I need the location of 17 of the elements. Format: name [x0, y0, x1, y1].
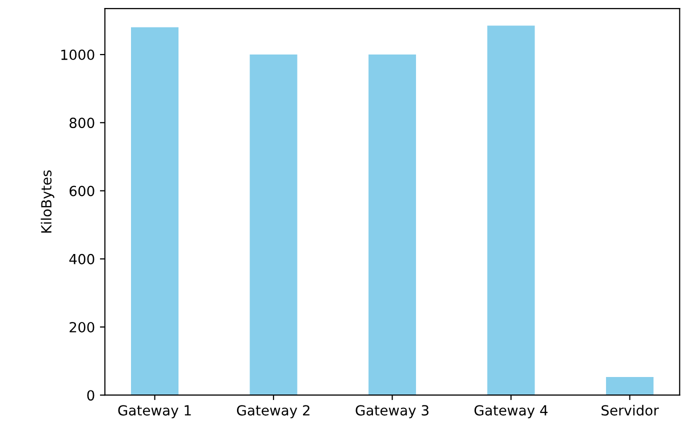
- y-tick-label: 200: [70, 322, 94, 332]
- y-tick-label: 1000: [61, 50, 94, 60]
- y-axis-title: KiloBytes: [40, 170, 54, 233]
- x-tick-label: Servidor: [602, 404, 659, 416]
- bar: [487, 26, 535, 396]
- y-tick-label: 0: [87, 390, 94, 401]
- x-tick-label: Gateway 4: [474, 405, 548, 418]
- y-tick-label: 600: [70, 186, 94, 196]
- bar: [131, 27, 179, 396]
- x-tick-label: Gateway 2: [236, 405, 310, 418]
- x-tick-label: Gateway 1: [118, 405, 191, 418]
- y-tick-label: 400: [69, 254, 94, 264]
- bar: [368, 54, 416, 396]
- y-tick-label: 800: [70, 118, 94, 128]
- bar: [250, 54, 298, 396]
- bar: [606, 377, 654, 396]
- x-tick-label: Gateway 3: [356, 405, 428, 418]
